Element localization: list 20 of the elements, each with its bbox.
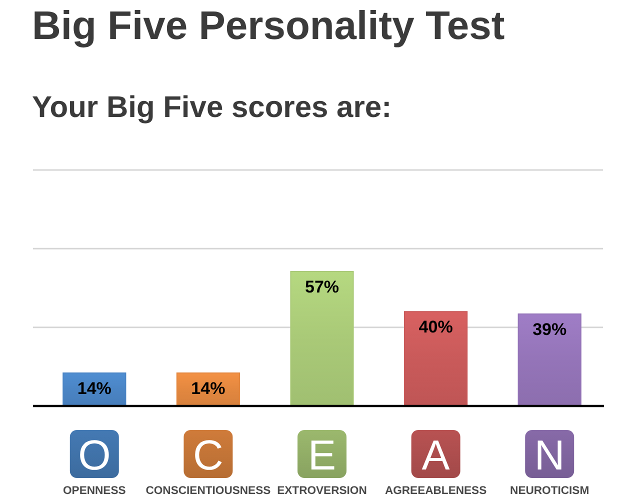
x-tick-label: CONSCIENTIOUSNESS [146, 485, 272, 497]
text: N [534, 432, 565, 478]
x-tick-label: AGREEABLENESS [384, 485, 488, 497]
data-label: 57% [304, 277, 340, 296]
bar [404, 311, 468, 406]
chart-title: Big Five Personality Test [32, 4, 505, 48]
data-label: 39% [532, 320, 567, 339]
data-label: 14% [77, 378, 112, 398]
bar [518, 313, 582, 406]
x-tick-label: NEUROTICISM [510, 485, 590, 497]
data-label: 14% [191, 378, 226, 398]
data-label: 40% [418, 318, 453, 337]
text: C [193, 432, 224, 478]
text: A [422, 432, 450, 478]
x-tick-label: EXTROVERSION [277, 485, 367, 497]
chart-subtitle: Your Big Five scores are: [32, 91, 392, 124]
bar [290, 270, 354, 406]
x-tick-label: OPENNESS [63, 485, 126, 497]
text: E [308, 432, 336, 478]
text: O [78, 432, 111, 478]
